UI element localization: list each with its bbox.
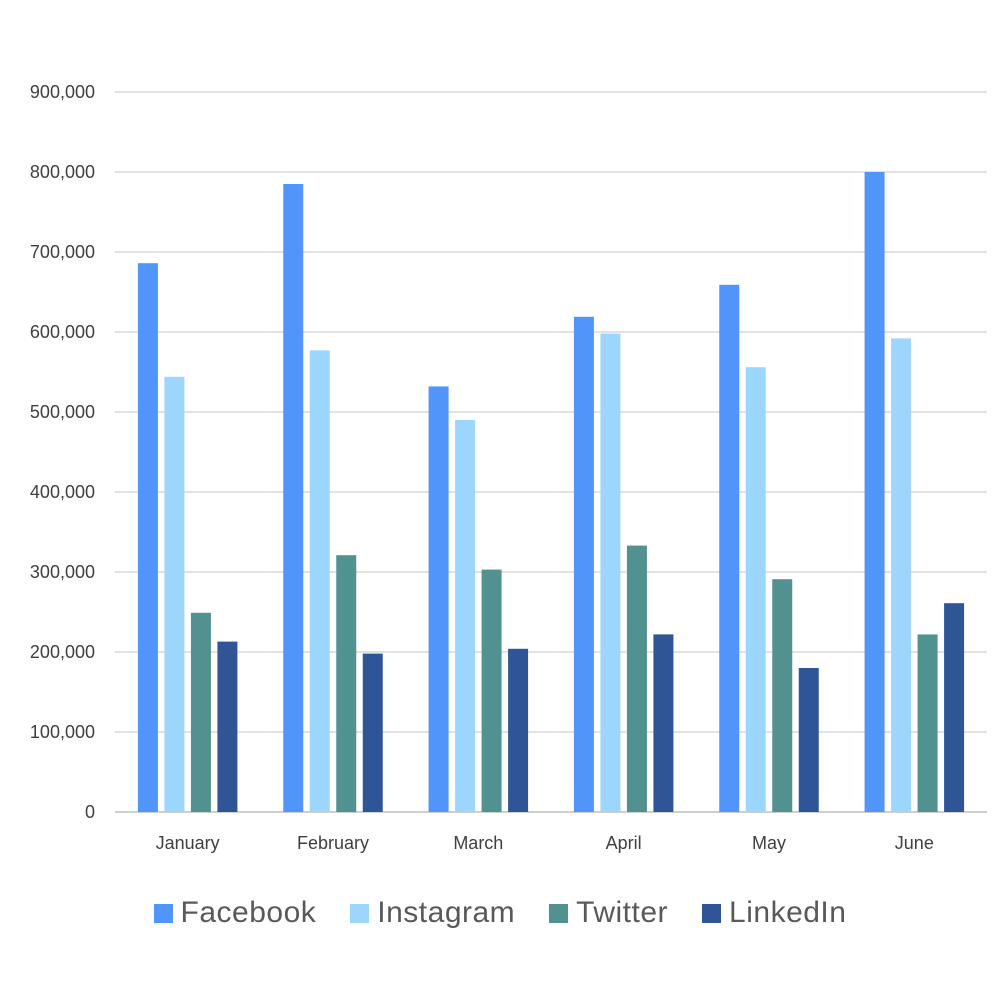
bar-facebook-june (864, 172, 885, 812)
legend-swatch (549, 903, 569, 923)
y-tick-label: 900,000 (30, 82, 95, 102)
bar-twitter-march (481, 569, 502, 812)
bar-linkedin-june (944, 603, 965, 812)
bar-facebook-march (428, 386, 449, 812)
bar-linkedin-february (362, 653, 383, 812)
bar-instagram-march (455, 420, 476, 812)
legend-item-instagram: Instagram (350, 896, 515, 930)
legend-item-linkedin: LinkedIn (702, 896, 846, 930)
legend: Facebook Instagram Twitter LinkedIn (0, 896, 1000, 930)
bar-facebook-april (573, 316, 594, 812)
legend-swatch (702, 903, 722, 923)
y-tick-label: 800,000 (30, 162, 95, 182)
bar-twitter-january (190, 612, 211, 812)
bar-instagram-may (745, 367, 766, 812)
bar-instagram-january (164, 376, 185, 812)
legend-swatch (350, 903, 370, 923)
legend-item-twitter: Twitter (549, 896, 668, 930)
bars (137, 172, 965, 812)
y-tick-label: 400,000 (30, 482, 95, 502)
x-tick-label: June (895, 833, 934, 853)
x-tick-label: January (156, 833, 220, 853)
legend-label: Facebook (180, 896, 317, 929)
y-tick-label: 500,000 (30, 402, 95, 422)
y-axis-tick-labels: 0 100,000 200,000 300,000 400,000 500,000 600,… (30, 82, 95, 822)
bar-twitter-february (336, 555, 357, 812)
x-tick-label: April (606, 833, 642, 853)
y-tick-label: 0 (85, 802, 95, 822)
bar-linkedin-april (653, 634, 674, 812)
y-tick-label: 600,000 (30, 322, 95, 342)
bar-facebook-may (719, 284, 740, 812)
bar-facebook-february (283, 184, 304, 812)
bar-twitter-may (772, 579, 793, 812)
y-tick-label: 700,000 (30, 242, 95, 262)
bar-facebook-january (137, 263, 158, 812)
legend-label: Instagram (377, 896, 516, 929)
bar-instagram-june (891, 338, 912, 812)
legend-label: LinkedIn (729, 896, 847, 929)
x-tick-label: May (752, 833, 786, 853)
legend-item-facebook: Facebook (153, 896, 317, 930)
y-tick-label: 200,000 (30, 642, 95, 662)
y-tick-label: 300,000 (30, 562, 95, 582)
bar-twitter-april (626, 545, 647, 812)
x-axis-tick-labels: January February March April May June (156, 833, 934, 853)
x-tick-label: February (297, 833, 369, 853)
bar-linkedin-may (798, 668, 819, 812)
y-tick-label: 100,000 (30, 722, 95, 742)
bar-linkedin-march (508, 648, 529, 812)
bar-instagram-april (600, 333, 621, 812)
bar-twitter-june (917, 634, 938, 812)
bar-linkedin-january (217, 641, 238, 812)
legend-swatch (153, 903, 173, 923)
gridlines (115, 91, 987, 813)
bar-instagram-february (309, 350, 330, 812)
legend-label: Twitter (576, 896, 669, 929)
x-tick-label: March (453, 833, 503, 853)
